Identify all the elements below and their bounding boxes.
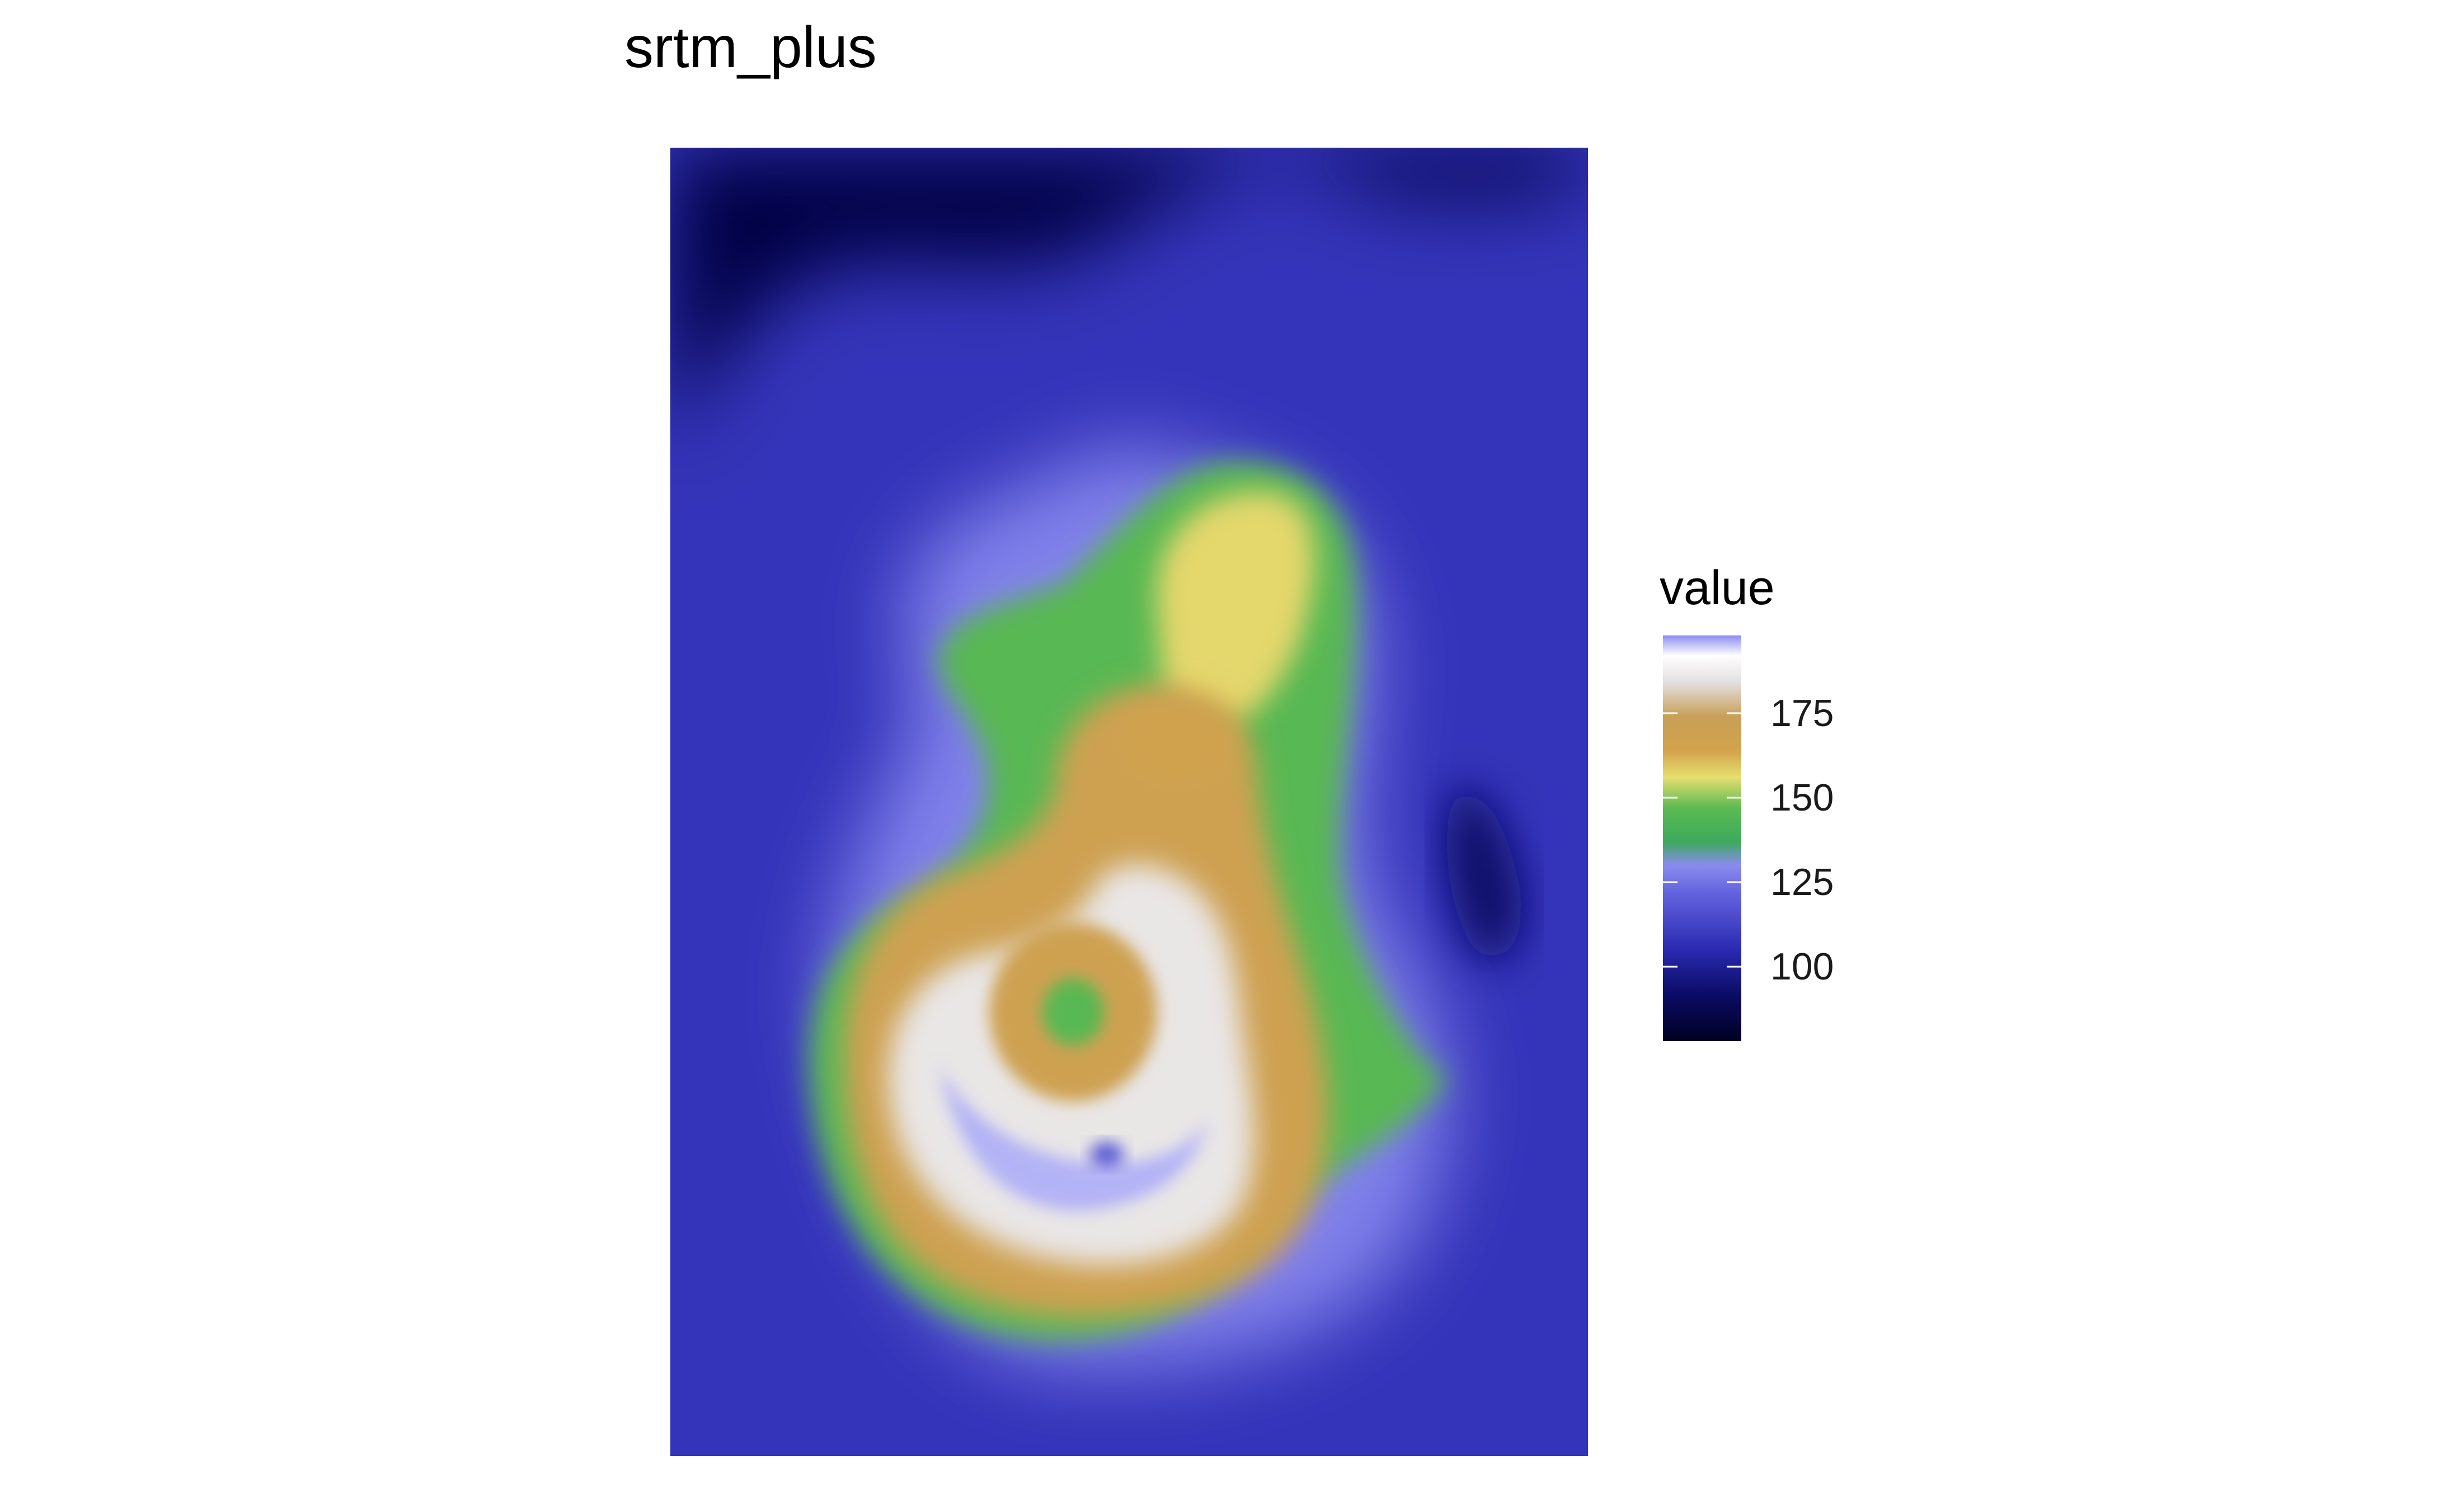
raster-region-crescent-spot [1090, 1142, 1124, 1167]
raster-region-dark-basin-right [1446, 789, 1522, 961]
colorbar [1663, 635, 1741, 1041]
legend-title: value [1660, 561, 1775, 615]
colorbar-tick-label: 150 [1770, 776, 1834, 819]
raster-region-dark-basin-top [670, 148, 1588, 439]
colorbar-tick-label: 125 [1770, 861, 1834, 904]
colorbar-tick-label: 100 [1770, 945, 1834, 988]
colorbar-gradient [1663, 635, 1741, 1041]
colorbar-tick-label: 175 [1770, 691, 1834, 734]
legend: value 100 125 150 175 [1660, 559, 1995, 1063]
elevation-raster [670, 148, 1588, 1456]
raster-region-inner-green-pit [1042, 978, 1104, 1045]
chart-title: srtm_plus [624, 15, 877, 80]
raster-region-yellow-peak [1156, 492, 1315, 727]
raster-region-lavender-crescent [939, 1065, 1207, 1211]
raster-region-upper-knob [1124, 704, 1230, 783]
